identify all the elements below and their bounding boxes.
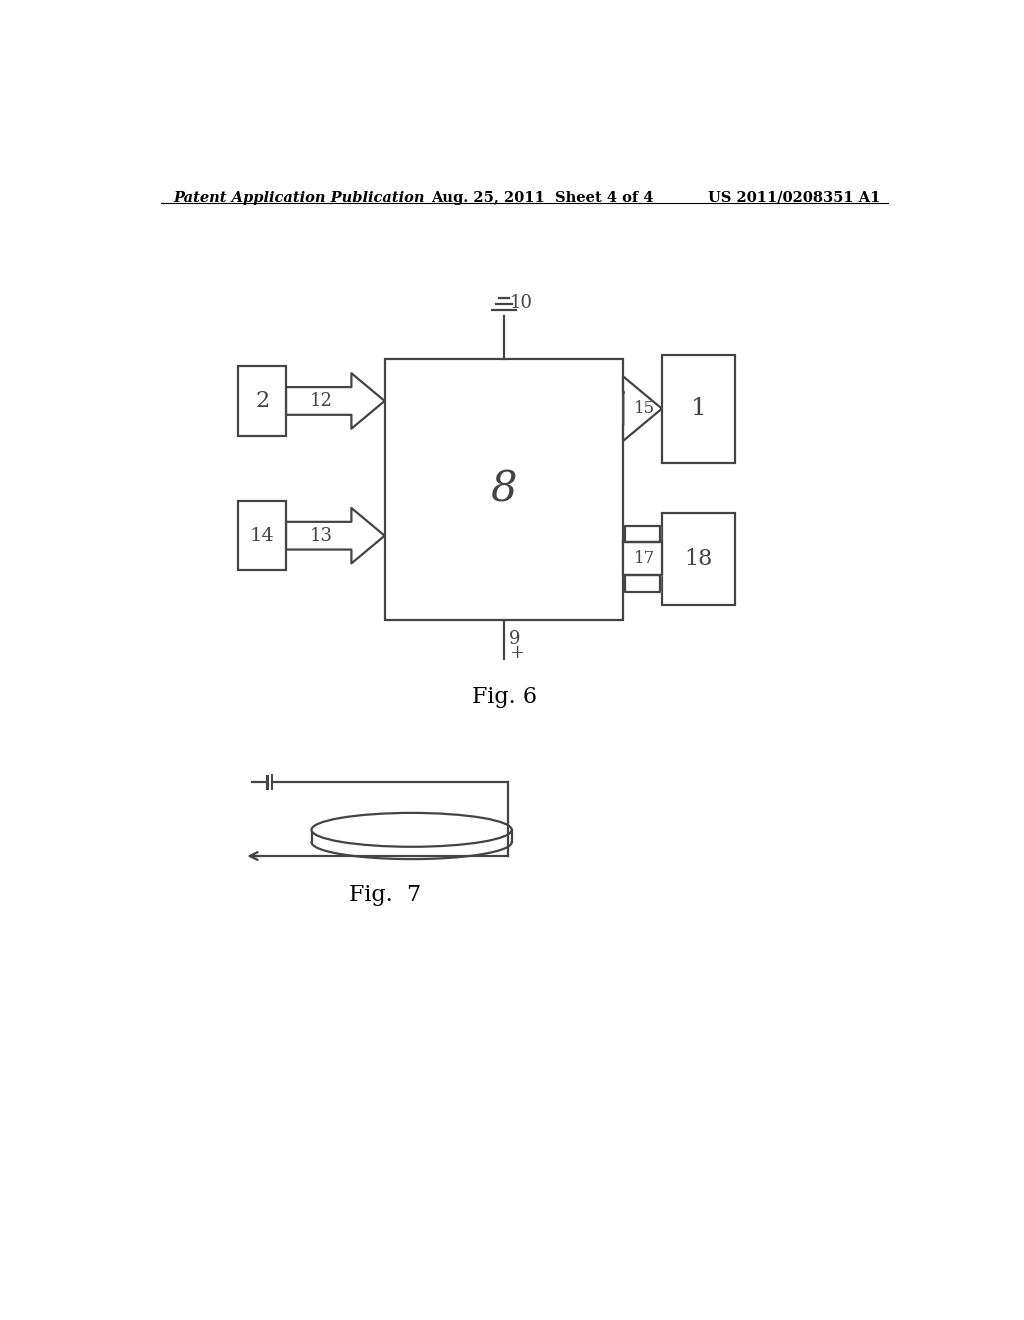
Text: Fig.  7: Fig. 7 [348, 884, 421, 906]
Bar [385, 359, 624, 620]
Text: 12: 12 [310, 392, 333, 411]
Bar [662, 355, 735, 462]
Text: 15: 15 [634, 400, 655, 417]
Text: Patent Application Publication: Patent Application Publication [173, 191, 424, 205]
Text: 1: 1 [690, 397, 707, 420]
Polygon shape [286, 508, 385, 564]
Text: 9: 9 [509, 630, 520, 648]
Text: 14: 14 [250, 527, 274, 545]
Text: 17: 17 [634, 550, 655, 568]
Bar [239, 367, 286, 436]
Text: Fig. 6: Fig. 6 [471, 686, 537, 708]
Text: 8: 8 [490, 469, 517, 511]
Text: 2: 2 [255, 389, 269, 412]
Bar [662, 512, 735, 605]
Text: Aug. 25, 2011  Sheet 4 of 4: Aug. 25, 2011 Sheet 4 of 4 [431, 191, 653, 205]
Text: 18: 18 [684, 548, 713, 570]
Text: 13: 13 [310, 527, 333, 545]
Polygon shape [624, 525, 662, 593]
Text: US 2011/0208351 A1: US 2011/0208351 A1 [708, 191, 881, 205]
Text: +: + [509, 644, 523, 661]
Text: 10: 10 [510, 294, 534, 313]
Polygon shape [623, 376, 662, 441]
Ellipse shape [311, 813, 512, 847]
Bar [239, 502, 286, 570]
Polygon shape [286, 374, 385, 429]
